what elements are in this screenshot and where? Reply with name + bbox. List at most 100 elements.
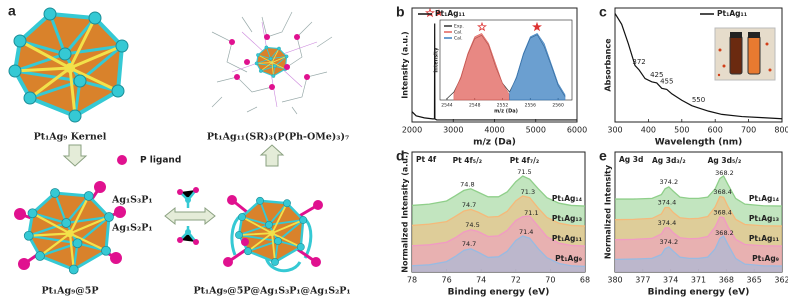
x-axis-label: m/z (Da) <box>473 138 516 148</box>
y-axis-label: Normalized Intensity (a.u.) <box>401 151 410 272</box>
arrow-down <box>62 144 88 167</box>
line <box>411 235 586 268</box>
peak-header: Ag 3d₃/₂ <box>652 156 686 165</box>
line <box>615 175 783 207</box>
y-axis-label: Intensity <box>434 47 440 73</box>
x-tick-label: 72 <box>511 276 521 285</box>
legend-label: Pt₁Ag₁₄ <box>749 194 779 203</box>
x-tick-label: 700 <box>741 126 756 135</box>
legend-label: Pt₁Ag₁₃ <box>552 214 582 223</box>
complex-core <box>254 45 289 79</box>
intermediate-model <box>14 181 126 276</box>
peak-label: 372 <box>632 58 645 66</box>
x-tick-label: 371 <box>691 276 706 285</box>
x-tick-label: 2556 <box>525 103 537 109</box>
peak-label: 455 <box>660 77 673 85</box>
area-fill <box>615 236 782 272</box>
photo-inset <box>714 27 776 81</box>
line <box>411 23 577 121</box>
complex-label: Pt₁Ag₁₁(SR)₃(P(Ph-OMe)₃)₇ <box>207 132 349 143</box>
x-tick-label: 2560 <box>552 103 564 109</box>
area-fill <box>412 236 585 272</box>
peak-label: 71.3 <box>521 188 535 196</box>
peak-label: 71.4 <box>519 228 533 236</box>
area <box>453 33 510 101</box>
legend-label: Pt₁Ag₁₁ <box>435 9 465 18</box>
peak-label: 368.4 <box>713 188 732 196</box>
x-axis-label: Wavelength (nm) <box>655 138 743 148</box>
peak-label: 374.4 <box>658 219 677 227</box>
star-marker <box>425 8 435 17</box>
legend-label: Exp. <box>454 24 464 30</box>
legend-label: Cal. <box>454 30 463 36</box>
area <box>509 33 566 101</box>
complex-model <box>211 11 333 115</box>
legend-label: Pt₁Ag₁₁ <box>552 234 582 243</box>
p-ligand-label: P ligand <box>140 156 181 166</box>
x-tick-label: 800 <box>774 126 788 135</box>
plot-frame <box>614 7 783 123</box>
peak-label: 71.5 <box>517 168 531 176</box>
panel-label: a <box>8 3 16 19</box>
x-tick-label: 5000 <box>526 126 546 135</box>
legend-label: Pt₁Ag₉ <box>752 254 779 263</box>
peak-label: 71.1 <box>524 209 538 217</box>
peak-label: 74.7 <box>462 201 476 209</box>
line <box>614 13 783 120</box>
x-tick-label: 400 <box>641 126 656 135</box>
x-tick-label: 3000 <box>443 126 463 135</box>
legend-label: Cal. <box>454 36 463 42</box>
panel-title: Ag 3d <box>619 155 643 164</box>
y-axis-label: Absorbance <box>604 38 613 92</box>
x-tick-label: 380 <box>607 276 622 285</box>
y-axis-label: Normalized Intensity <box>604 164 613 259</box>
x-axis-label: Binding energy (eV) <box>648 288 750 298</box>
panel-label: b <box>396 4 405 20</box>
product-label: Pt₁Ag₉@5P@Ag₁S₃P₁@Ag₁S₂P₁ <box>193 286 350 297</box>
p-ligand-atom <box>117 155 127 165</box>
arrow-up <box>259 144 285 167</box>
arrow-double <box>164 206 216 226</box>
line <box>614 235 783 267</box>
x-tick-label: 2544 <box>441 103 453 109</box>
panel-label: c <box>599 4 607 20</box>
x-tick-label: 68 <box>580 276 590 285</box>
legend-label: Pt₁Ag₁₃ <box>749 214 779 223</box>
x-tick-label: 4000 <box>484 126 504 135</box>
peak-label: 368.2 <box>715 169 734 177</box>
x-tick-label: 300 <box>607 126 622 135</box>
p-atoms <box>229 34 310 90</box>
peak-label: 74.5 <box>465 221 479 229</box>
peak-label: 368.2 <box>715 229 734 237</box>
line <box>411 175 586 207</box>
peak-header: Pt 4f₇/₂ <box>510 156 539 165</box>
motif-models <box>177 187 199 245</box>
peak-label: 550 <box>692 96 705 104</box>
kernel-model <box>7 6 130 124</box>
x-tick-label: 70 <box>545 276 555 285</box>
motif-label: Ag₁S₃P₁ <box>111 195 153 206</box>
x-tick-label: 6000 <box>567 126 587 135</box>
line <box>614 216 783 247</box>
peak-label: 74.7 <box>462 240 476 248</box>
peak-header: Pt 4f₅/₂ <box>453 156 482 165</box>
x-tick-label: 374 <box>663 276 678 285</box>
x-tick-label: 500 <box>674 126 689 135</box>
y-axis-label: Intensity (a.u.) <box>401 31 410 98</box>
x-tick-label: 74 <box>476 276 486 285</box>
x-tick-label: 365 <box>747 276 762 285</box>
peak-label: 374.2 <box>660 178 679 186</box>
line <box>411 215 586 247</box>
peak-header: Ag 3d₅/₂ <box>708 156 742 165</box>
x-tick-label: 2552 <box>497 103 509 109</box>
motif-label: Ag₁S₂P₁ <box>111 223 153 234</box>
x-tick-label: 377 <box>635 276 650 285</box>
product-model <box>223 195 323 273</box>
kernel-label: Pt₁Ag₉ Kernel <box>34 132 107 143</box>
legend-label: Pt₁Ag₁₁ <box>717 9 747 18</box>
line <box>411 195 586 227</box>
panel-label: d <box>396 148 405 164</box>
x-axis-label: Binding energy (eV) <box>448 288 550 298</box>
